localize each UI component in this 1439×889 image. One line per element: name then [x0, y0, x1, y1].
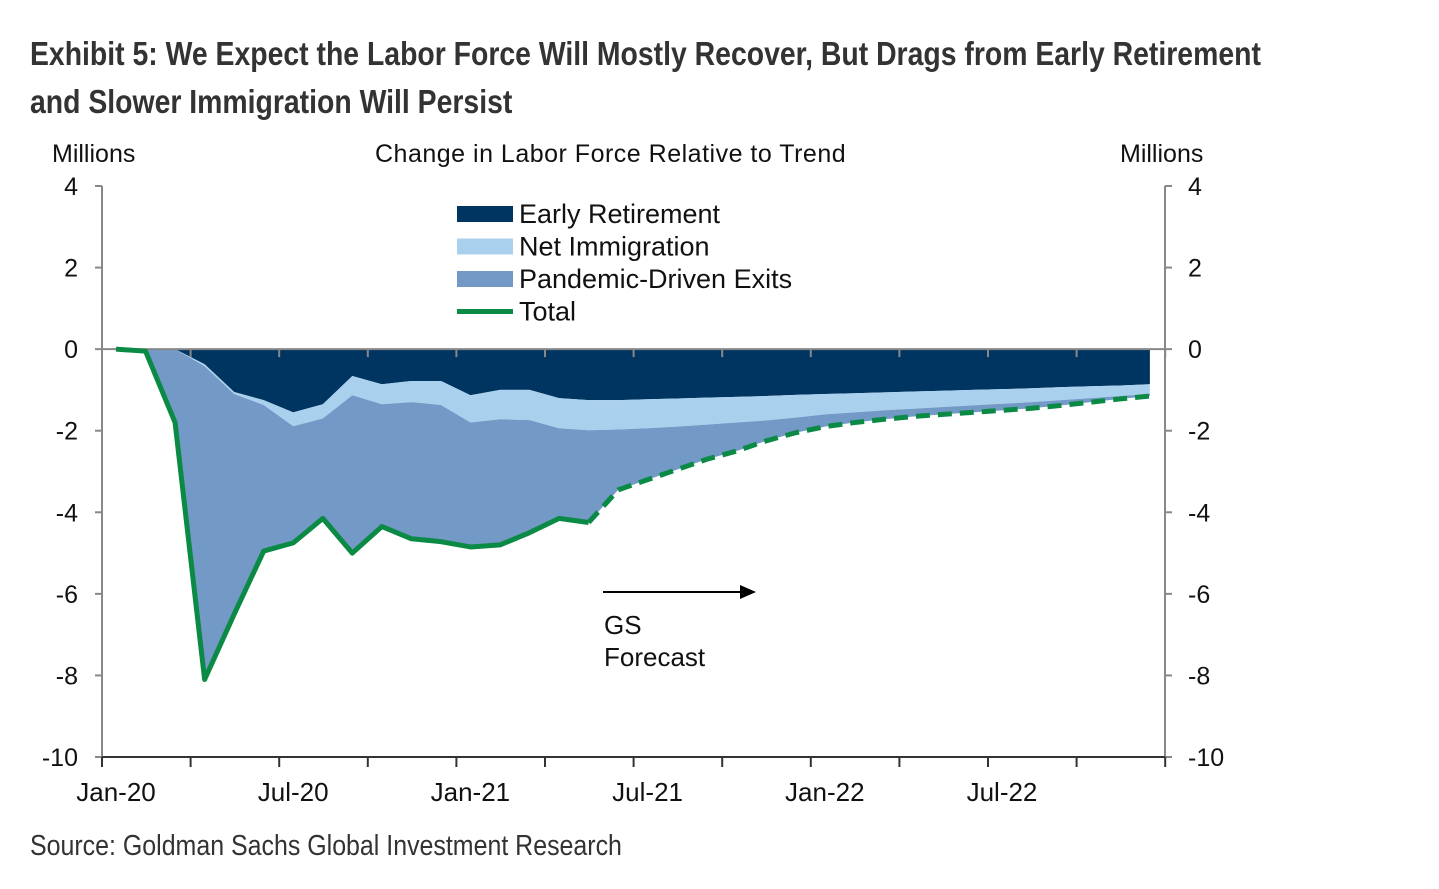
left-y-tick-label: 4 — [64, 173, 78, 201]
forecast-label-forecast: Forecast — [604, 642, 706, 672]
total-line-actual — [115, 346, 589, 683]
title-line-2: and Slower Immigration Will Persist — [30, 83, 513, 120]
x-tick-label: Jul-20 — [258, 777, 329, 807]
left-y-tick-label: 2 — [64, 255, 78, 283]
right-y-tick-label: 4 — [1188, 173, 1202, 201]
x-tick-label: Jan-20 — [76, 777, 156, 807]
right-y-tick-label: -4 — [1188, 499, 1210, 527]
total-line-forecast — [586, 393, 1151, 525]
forecast-label-gs: GS — [604, 610, 642, 640]
stacked-areas — [116, 349, 1150, 680]
right-y-tick-label: -2 — [1188, 418, 1210, 446]
x-tick-label: Jan-21 — [431, 777, 511, 807]
legend-label: Net Immigration — [519, 232, 710, 262]
left-y-tick-label: -4 — [56, 499, 78, 527]
legend-label: Total — [519, 297, 576, 327]
left-y-tick-label: -6 — [56, 581, 78, 609]
right-y-tick-label: 2 — [1188, 255, 1202, 283]
arrow-head-icon — [740, 585, 756, 599]
right-axis-label: Millions — [1120, 140, 1203, 168]
left-y-tick-label: -10 — [42, 744, 78, 772]
x-tick-label: Jul-21 — [612, 777, 683, 807]
area-pandemic-driven-exits — [116, 349, 1150, 680]
legend-swatch — [457, 238, 513, 255]
chart-subtitle: Change in Labor Force Relative to Trend — [375, 140, 846, 168]
right-y-tick-label: -10 — [1188, 744, 1224, 772]
source-note: Source: Goldman Sachs Global Investment … — [30, 830, 622, 862]
left-y-tick-label: -2 — [56, 418, 78, 446]
legend-swatch — [457, 271, 513, 287]
axes: 4 4 2 2 0 0 -2 -2 -4 -4 -6 -6 -8 -8 -10 -10 Jan-20 Jul-20… — [42, 173, 1224, 807]
area-net-immigration — [116, 349, 1150, 431]
right-y-tick-label: -8 — [1188, 662, 1210, 690]
legend-swatch — [457, 206, 513, 222]
exhibit-title: Exhibit 5: We Expect the Labor Force Wil… — [30, 30, 1261, 126]
x-tick-label: Jul-22 — [967, 777, 1038, 807]
x-tick-label: Jan-22 — [785, 777, 865, 807]
left-y-tick-label: 0 — [64, 336, 78, 364]
title-line-1: Exhibit 5: We Expect the Labor Force Wil… — [30, 35, 1261, 72]
total-line-group — [115, 346, 1151, 683]
area-early-retirement — [116, 349, 1150, 413]
left-axis-label: Millions — [52, 140, 135, 168]
legend-label: Pandemic-Driven Exits — [519, 264, 792, 294]
legend-label: Early Retirement — [519, 199, 721, 229]
forecast-annotation: GS Forecast — [603, 585, 756, 672]
left-y-tick-label: -8 — [56, 662, 78, 690]
right-y-tick-label: -6 — [1188, 581, 1210, 609]
right-y-tick-label: 0 — [1188, 336, 1202, 364]
